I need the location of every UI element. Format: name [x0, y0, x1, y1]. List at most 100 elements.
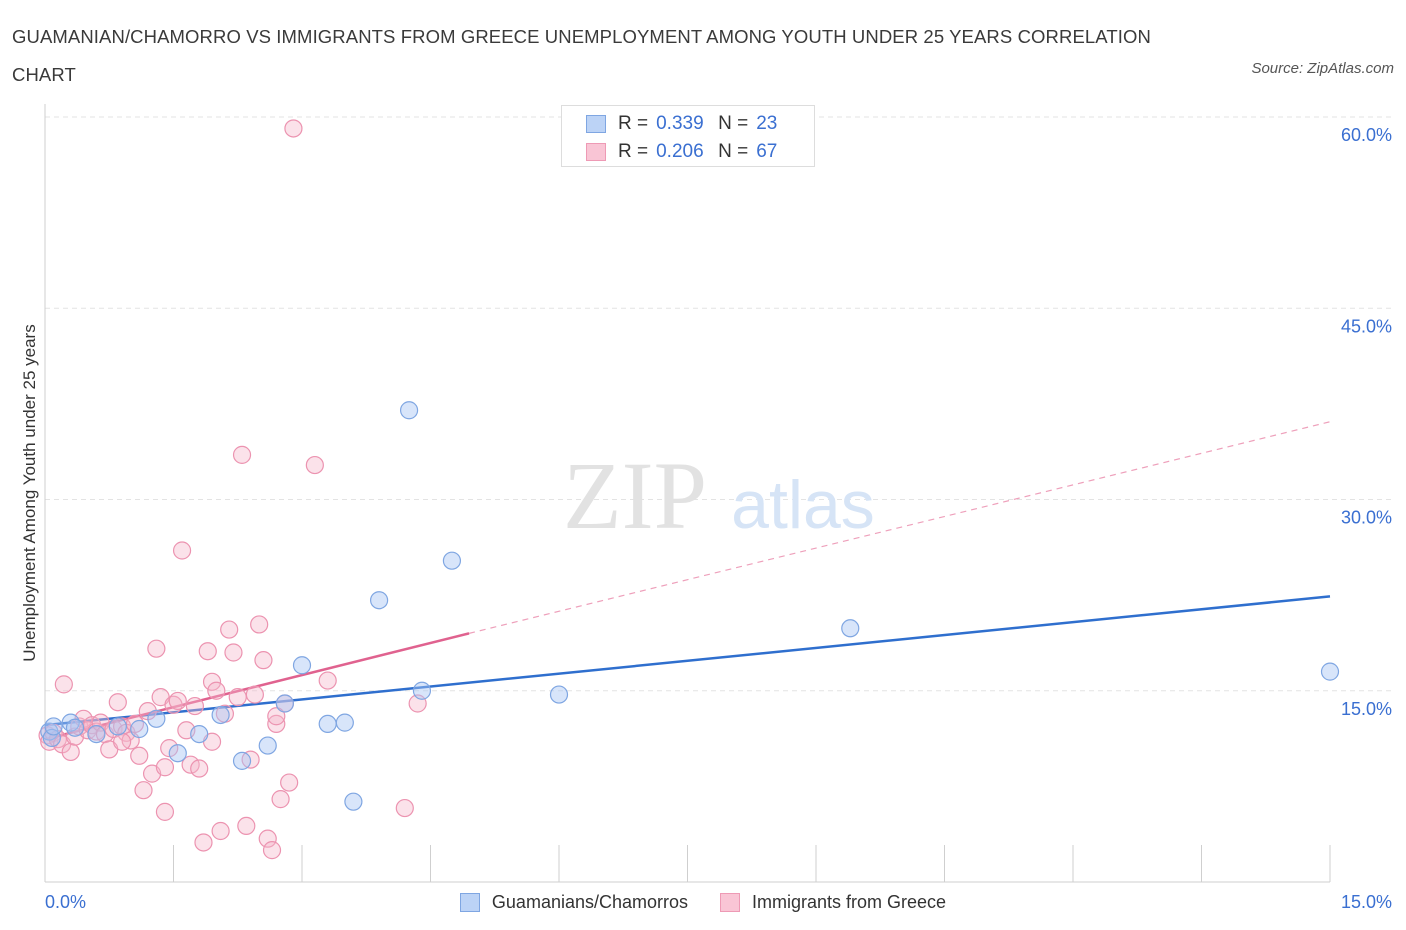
r-label: R = — [618, 113, 649, 134]
point-greece — [267, 707, 286, 726]
point-greece — [134, 781, 153, 800]
trend-line-guamanians — [44, 595, 1331, 727]
point-greece — [271, 790, 290, 809]
point-greece — [262, 841, 282, 860]
point-guamanians — [147, 709, 166, 728]
point-guamanians — [44, 717, 63, 736]
watermark: ZIP atlas — [563, 442, 875, 549]
r-value: 0.206 — [656, 141, 704, 162]
point-greece — [181, 755, 200, 774]
legend-swatch-blue — [586, 115, 606, 133]
stats-legend-row-greece: R = 0.206 N = 67 — [586, 140, 777, 164]
point-guamanians — [412, 681, 432, 700]
gridlines — [45, 116, 1392, 692]
point-greece — [254, 651, 273, 670]
point-greece — [211, 821, 230, 841]
point-greece — [284, 119, 303, 138]
point-greece — [172, 541, 192, 560]
point-guamanians — [232, 751, 252, 770]
point-guamanians — [87, 724, 106, 744]
y-tick-label: 60.0% — [1341, 125, 1392, 145]
point-greece — [147, 639, 166, 658]
data-points — [38, 119, 1340, 860]
point-greece — [202, 672, 222, 691]
legend-item-greece: Immigrants from Greece — [720, 892, 946, 913]
watermark-atlas: atlas — [731, 467, 875, 543]
point-greece — [318, 671, 337, 690]
point-greece — [130, 746, 149, 765]
point-greece — [220, 620, 239, 639]
point-greece — [61, 742, 80, 762]
tick-labels: 15.0% 30.0% 45.0% 60.0% 0.0% 15.0% — [45, 125, 1392, 912]
stats-legend: R = 0.339 N = 23 R = 0.206 N = 67 — [561, 105, 815, 167]
watermark-zip: ZIP — [563, 442, 707, 549]
point-guamanians — [549, 685, 569, 704]
point-greece — [155, 802, 175, 821]
point-greece — [232, 445, 252, 464]
legend-swatch-pink — [720, 892, 741, 912]
axes — [44, 104, 1331, 883]
point-greece — [54, 675, 73, 694]
point-greece — [194, 833, 213, 852]
point-guamanians — [344, 792, 363, 811]
r-value: 0.339 — [656, 113, 704, 134]
point-greece — [258, 829, 277, 848]
stats-legend-row-guamanians: R = 0.339 N = 23 — [586, 112, 777, 136]
point-guamanians — [211, 705, 230, 725]
legend-label: Immigrants from Greece — [752, 891, 947, 912]
point-guamanians — [108, 717, 127, 736]
point-greece — [250, 615, 269, 634]
point-guamanians — [275, 694, 294, 713]
point-greece — [190, 759, 209, 778]
point-greece — [224, 643, 243, 662]
point-greece — [245, 685, 264, 704]
point-greece — [108, 693, 127, 712]
point-greece — [267, 714, 286, 734]
point-greece — [280, 773, 299, 792]
point-greece — [168, 691, 187, 711]
point-guamanians — [130, 719, 149, 739]
legend-swatch-pink — [586, 143, 606, 161]
point-greece — [160, 739, 179, 758]
point-guamanians — [65, 718, 85, 737]
y-tick-label: 15.0% — [1341, 699, 1392, 719]
n-label: N = — [718, 141, 749, 162]
point-guamanians — [841, 619, 860, 638]
x-tick-label: 0.0% — [45, 892, 86, 912]
point-guamanians — [318, 714, 337, 734]
point-guamanians — [399, 401, 419, 420]
point-guamanians — [370, 591, 389, 610]
point-greece — [228, 688, 247, 707]
point-guamanians — [1320, 662, 1340, 681]
trend-line-greece-extension — [468, 421, 1331, 634]
point-greece — [237, 816, 256, 836]
point-guamanians — [292, 656, 312, 675]
r-label: R = — [618, 141, 649, 162]
point-greece — [185, 696, 205, 716]
n-value: 67 — [756, 141, 778, 162]
point-greece — [112, 732, 132, 751]
n-value: 23 — [756, 113, 778, 134]
chart-title: GUAMANIAN/CHAMORRO VS IMMIGRANTS FROM GR… — [12, 26, 1151, 85]
point-guamanians — [442, 551, 462, 570]
legend-swatch-blue — [459, 892, 480, 912]
legend-label: Guamanians/Chamorros — [491, 891, 689, 912]
point-guamanians — [335, 713, 354, 732]
point-guamanians — [190, 724, 209, 744]
point-greece — [198, 642, 217, 661]
x-tick-label: 15.0% — [1341, 892, 1392, 912]
series-legend: Guamanians/Chamorros Immigrants from Gre… — [0, 888, 1406, 916]
y-tick-label: 30.0% — [1341, 508, 1392, 528]
n-label: N = — [718, 113, 749, 134]
point-guamanians — [42, 728, 61, 748]
point-greece — [207, 681, 226, 700]
y-tick-label: 45.0% — [1341, 316, 1392, 336]
source-credit: Source: ZipAtlas.com — [1251, 60, 1394, 77]
point-greece — [395, 798, 414, 818]
point-guamanians — [168, 744, 187, 763]
point-greece — [155, 758, 175, 777]
point-guamanians — [258, 736, 277, 755]
legend-item-guamanians: Guamanians/Chamorros — [459, 891, 689, 913]
point-greece — [305, 455, 324, 475]
